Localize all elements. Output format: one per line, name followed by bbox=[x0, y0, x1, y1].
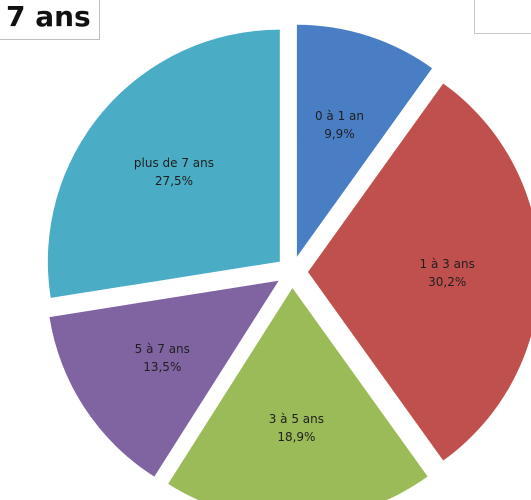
slice-percent-label: 27,5% bbox=[155, 174, 193, 188]
pie-slice bbox=[49, 280, 279, 477]
slice-data-label: 5 à 7 ans 13,5% bbox=[135, 342, 190, 374]
slice-category-label: 1 à 3 ans bbox=[420, 257, 475, 271]
slice-data-label: 3 à 5 ans 18,9% bbox=[269, 412, 324, 444]
pie-slice bbox=[47, 29, 280, 298]
slice-data-label: 0 à 1 an 9,9% bbox=[315, 109, 364, 141]
pie-slice bbox=[296, 24, 433, 257]
slice-percent-label: 9,9% bbox=[324, 127, 355, 141]
legend-frame bbox=[474, 0, 531, 34]
slice-data-label: 1 à 3 ans 30,2% bbox=[420, 257, 475, 289]
pie-slice bbox=[308, 83, 531, 461]
slice-data-label: plus de 7 ans 27,5% bbox=[134, 156, 214, 188]
slice-category-label: 3 à 5 ans bbox=[269, 412, 324, 426]
chart-title: 7 ans bbox=[0, 0, 100, 40]
pie-slice bbox=[168, 287, 428, 500]
slice-percent-label: 13,5% bbox=[143, 360, 181, 374]
slice-category-label: plus de 7 ans bbox=[134, 156, 214, 170]
slice-percent-label: 30,2% bbox=[428, 275, 466, 289]
slice-category-label: 0 à 1 an bbox=[315, 109, 364, 123]
slice-category-label: 5 à 7 ans bbox=[135, 342, 190, 356]
slice-percent-label: 18,9% bbox=[277, 430, 315, 444]
